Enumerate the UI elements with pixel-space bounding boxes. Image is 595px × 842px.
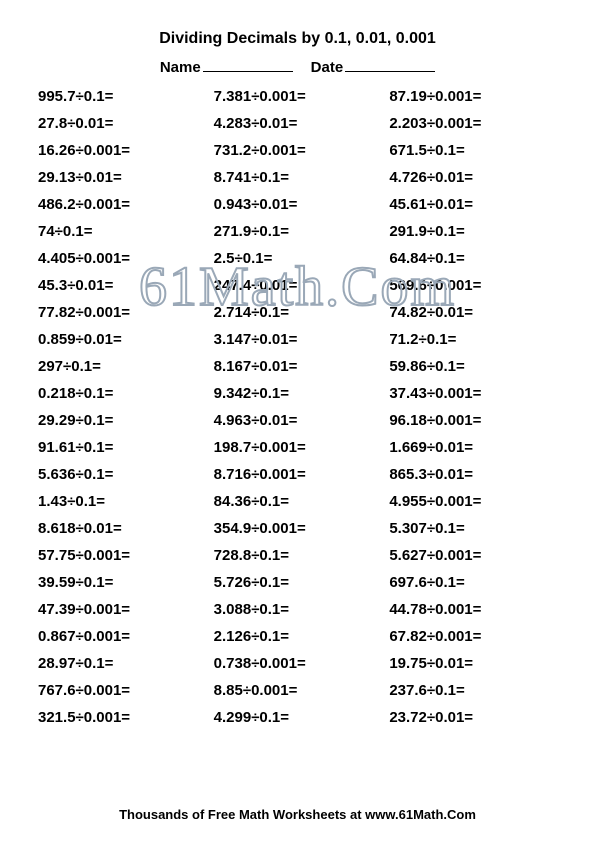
problem-cell: 198.7÷0.001= — [214, 439, 382, 456]
problem-cell: 29.29÷0.1= — [38, 412, 206, 429]
problem-cell: 1.43÷0.1= — [38, 493, 206, 510]
problem-cell: 29.13÷0.01= — [38, 169, 206, 186]
problem-cell: 67.82÷0.001= — [389, 628, 557, 645]
problem-cell: 19.75÷0.01= — [389, 655, 557, 672]
name-label: Name — [160, 59, 201, 76]
problem-cell: 87.19÷0.001= — [389, 88, 557, 105]
problem-cell: 57.75÷0.001= — [38, 547, 206, 564]
problem-cell: 569.6÷0.001= — [389, 277, 557, 294]
problem-grid: 995.7÷0.1= 7.381÷0.001= 87.19÷0.001= 27.8÷0… — [38, 88, 557, 726]
problem-cell: 8.618÷0.01= — [38, 520, 206, 537]
problem-cell: 74.82÷0.01= — [389, 304, 557, 321]
problem-cell: 0.738÷0.001= — [214, 655, 382, 672]
problem-cell: 8.741÷0.1= — [214, 169, 382, 186]
problem-cell: 28.97÷0.1= — [38, 655, 206, 672]
problem-cell: 16.26÷0.001= — [38, 142, 206, 159]
date-label: Date — [311, 59, 344, 76]
problem-cell: 27.8÷0.01= — [38, 115, 206, 132]
problem-cell: 8.716÷0.001= — [214, 466, 382, 483]
problem-cell: 4.963÷0.01= — [214, 412, 382, 429]
name-underline[interactable] — [203, 58, 293, 72]
problem-cell: 3.088÷0.1= — [214, 601, 382, 618]
problem-cell: 0.218÷0.1= — [38, 385, 206, 402]
problem-cell: 84.36÷0.1= — [214, 493, 382, 510]
problem-cell: 5.627÷0.001= — [389, 547, 557, 564]
problem-cell: 47.39÷0.001= — [38, 601, 206, 618]
footer-text: Thousands of Free Math Worksheets at www… — [0, 807, 595, 822]
problem-cell: 671.5÷0.1= — [389, 142, 557, 159]
problem-cell: 767.6÷0.001= — [38, 682, 206, 699]
header-fields: Name Date — [38, 58, 557, 76]
problem-cell: 37.43÷0.001= — [389, 385, 557, 402]
problem-cell: 5.307÷0.1= — [389, 520, 557, 537]
problem-cell: 71.2÷0.1= — [389, 331, 557, 348]
problem-cell: 247.4÷0.01= — [214, 277, 382, 294]
problem-cell: 321.5÷0.001= — [38, 709, 206, 726]
problem-cell: 237.6÷0.1= — [389, 682, 557, 699]
date-underline[interactable] — [345, 58, 435, 72]
problem-cell: 2.714÷0.1= — [214, 304, 382, 321]
problem-cell: 4.405÷0.001= — [38, 250, 206, 267]
problem-cell: 5.726÷0.1= — [214, 574, 382, 591]
problem-cell: 4.283÷0.01= — [214, 115, 382, 132]
problem-cell: 271.9÷0.1= — [214, 223, 382, 240]
problem-cell: 91.61÷0.1= — [38, 439, 206, 456]
problem-cell: 4.955÷0.001= — [389, 493, 557, 510]
problem-cell: 8.167÷0.01= — [214, 358, 382, 375]
problem-cell: 4.726÷0.01= — [389, 169, 557, 186]
problem-cell: 4.299÷0.1= — [214, 709, 382, 726]
problem-cell: 9.342÷0.1= — [214, 385, 382, 402]
problem-cell: 64.84÷0.1= — [389, 250, 557, 267]
problem-cell: 59.86÷0.1= — [389, 358, 557, 375]
problem-cell: 2.5÷0.1= — [214, 250, 382, 267]
problem-cell: 0.943÷0.01= — [214, 196, 382, 213]
problem-cell: 291.9÷0.1= — [389, 223, 557, 240]
problem-cell: 7.381÷0.001= — [214, 88, 382, 105]
problem-cell: 3.147÷0.01= — [214, 331, 382, 348]
problem-cell: 45.3÷0.01= — [38, 277, 206, 294]
problem-cell: 2.203÷0.001= — [389, 115, 557, 132]
problem-cell: 728.8÷0.1= — [214, 547, 382, 564]
problem-cell: 1.669÷0.01= — [389, 439, 557, 456]
problem-cell: 44.78÷0.001= — [389, 601, 557, 618]
date-field: Date — [311, 58, 436, 76]
name-field: Name — [160, 58, 293, 76]
problem-cell: 865.3÷0.01= — [389, 466, 557, 483]
problem-cell: 74÷0.1= — [38, 223, 206, 240]
problem-cell: 23.72÷0.01= — [389, 709, 557, 726]
problem-cell: 2.126÷0.1= — [214, 628, 382, 645]
problem-cell: 96.18÷0.001= — [389, 412, 557, 429]
problem-cell: 486.2÷0.001= — [38, 196, 206, 213]
problem-cell: 731.2÷0.001= — [214, 142, 382, 159]
problem-cell: 39.59÷0.1= — [38, 574, 206, 591]
problem-cell: 8.85÷0.001= — [214, 682, 382, 699]
problem-cell: 697.6÷0.1= — [389, 574, 557, 591]
problem-cell: 995.7÷0.1= — [38, 88, 206, 105]
problem-cell: 0.867÷0.001= — [38, 628, 206, 645]
problem-cell: 45.61÷0.01= — [389, 196, 557, 213]
problem-cell: 354.9÷0.001= — [214, 520, 382, 537]
problem-cell: 0.859÷0.01= — [38, 331, 206, 348]
problem-cell: 297÷0.1= — [38, 358, 206, 375]
problem-cell: 5.636÷0.1= — [38, 466, 206, 483]
problem-cell: 77.82÷0.001= — [38, 304, 206, 321]
worksheet-title: Dividing Decimals by 0.1, 0.01, 0.001 — [38, 30, 557, 48]
